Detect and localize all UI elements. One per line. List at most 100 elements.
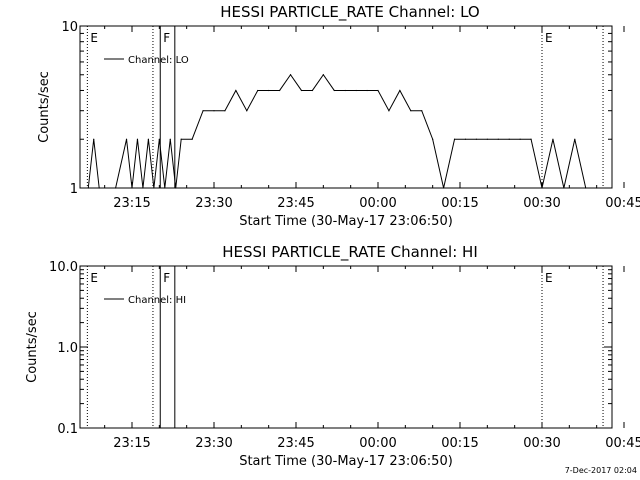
x-tick-label: 23:30 (195, 436, 232, 451)
x-tick-label: 00:00 (359, 196, 396, 211)
data-point (175, 187, 177, 189)
event-marker-label: E (545, 31, 553, 45)
data-point (388, 110, 390, 112)
data-point (574, 138, 576, 140)
event-marker-label: F (163, 31, 170, 45)
data-point (508, 138, 510, 140)
data-point (530, 138, 532, 140)
event-marker-label: E (545, 271, 553, 285)
x-tick-label: 00:45 (605, 436, 640, 451)
data-point (552, 138, 554, 140)
data-point (355, 89, 357, 92)
x-tick-label: 23:15 (113, 196, 150, 211)
x-axis-label: Start Time (30-May-17 23:06:50) (239, 214, 453, 229)
data-point (366, 89, 368, 92)
x-tick-label: 00:45 (605, 196, 640, 211)
data-point (464, 138, 467, 140)
data-point (541, 187, 543, 189)
data-point (322, 74, 324, 76)
data-point (399, 89, 401, 92)
data-point (311, 89, 313, 92)
x-tick-label: 23:45 (277, 436, 314, 451)
data-point (164, 187, 166, 189)
data-point (115, 187, 117, 189)
data-point (87, 187, 89, 189)
x-ticks: 23:15 23:30 23:45 00:00 00:15 00:30 00:45 (104, 26, 640, 211)
y-axis-label: Counts/sec (37, 71, 52, 143)
data-point (443, 187, 445, 189)
y-tick-label: 1 (70, 182, 78, 197)
data-point (300, 89, 303, 92)
x-axis-label: Start Time (30-May-17 23:06:50) (239, 454, 453, 469)
data-point (153, 187, 155, 189)
x-tick-label: 00:15 (441, 196, 478, 211)
data-point (333, 89, 335, 92)
data-point (344, 89, 346, 92)
panel-lo: HESSI PARTICLE_RATE Channel: LO Start Ti… (37, 3, 640, 229)
event-marker-label: E (90, 271, 98, 285)
chart-title: HESSI PARTICLE_RATE Channel: HI (222, 243, 478, 262)
data-point (202, 110, 204, 112)
y-tick-label: 10 (61, 20, 78, 35)
y-tick-label: 1.0 (57, 341, 78, 356)
data-point (421, 110, 423, 112)
chart-title: HESSI PARTICLE_RATE Channel: LO (220, 3, 479, 22)
data-point (224, 110, 226, 112)
event-marker-label: E (90, 31, 98, 45)
legend: Channel: LO (104, 55, 189, 66)
data-point (497, 138, 499, 140)
data-point (279, 89, 281, 92)
data-point (268, 89, 270, 92)
x-tick-label: 23:45 (277, 196, 314, 211)
x-tick-label: 00:30 (523, 196, 560, 211)
panel-hi: HESSI PARTICLE_RATE Channel: HI Start Ti… (25, 243, 640, 469)
data-point (147, 138, 149, 140)
data-point (136, 138, 139, 140)
legend-label: Channel: LO (128, 55, 189, 66)
series-line (87, 73, 597, 189)
x-tick-label: 23:15 (113, 436, 150, 451)
y-ticks: 0.1 1.0 10.0 (49, 260, 612, 437)
timestamp: 7-Dec-2017 02:04 (565, 466, 637, 475)
y-axis-label: Counts/sec (25, 311, 40, 383)
data-point (475, 138, 477, 140)
event-marker-label: F (163, 271, 170, 285)
x-tick-label: 00:15 (441, 436, 478, 451)
data-point (432, 138, 434, 140)
data-point (453, 138, 456, 140)
legend-label: Channel: HI (128, 295, 186, 306)
x-ticks: 23:15 23:30 23:45 00:00 00:15 00:30 00:45 (104, 266, 640, 451)
data-point (289, 74, 292, 76)
x-tick-label: 00:30 (523, 436, 560, 451)
data-point (410, 110, 412, 112)
x-tick-label: 23:30 (195, 196, 232, 211)
x-tick-label: 00:00 (359, 436, 396, 451)
data-point (563, 187, 565, 189)
data-point (180, 138, 182, 140)
data-point (169, 138, 171, 140)
data-point (158, 138, 160, 140)
data-point (131, 187, 133, 189)
data-point (486, 138, 488, 140)
data-point (125, 138, 128, 140)
y-tick-label: 10.0 (49, 260, 78, 275)
data-point (142, 187, 144, 189)
data-point (191, 138, 193, 140)
data-point (519, 138, 521, 140)
legend: Channel: HI (104, 295, 186, 306)
series-group (87, 73, 598, 189)
data-point (596, 187, 598, 189)
plot-frame (79, 25, 613, 189)
data-point (213, 110, 215, 112)
data-point (246, 110, 248, 112)
y-ticks: 1 10 (61, 20, 612, 197)
y-tick-label: 0.1 (57, 422, 78, 437)
data-point (98, 187, 100, 189)
data-point (235, 89, 237, 92)
data-point (257, 89, 259, 92)
data-point (585, 187, 587, 189)
data-point (93, 138, 95, 140)
